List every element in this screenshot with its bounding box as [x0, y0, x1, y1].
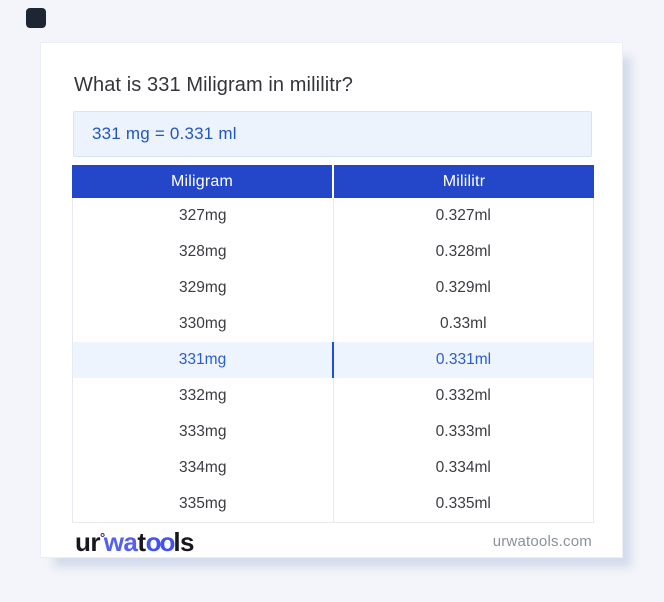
mg-cell: 328mg	[73, 234, 334, 270]
table-row: 333mg 0.333ml	[73, 414, 593, 450]
ml-cell: 0.329ml	[435, 279, 491, 296]
table-row: 334mg 0.334ml	[73, 450, 593, 486]
mg-cell: 335mg	[73, 486, 334, 522]
conversion-table: Miligram Mililitr 327mg 0.327ml 328mg 0.…	[72, 165, 594, 523]
table-body: 327mg 0.327ml 328mg 0.328ml 329mg 0.329m…	[72, 198, 594, 523]
ml-cell-highlighted: 0.331ml	[435, 351, 492, 368]
conversion-result-box: 331 mg = 0.331 ml	[73, 111, 592, 157]
table-row-highlighted: 331mg 0.331ml	[73, 342, 593, 378]
ml-cell: 0.332ml	[435, 387, 491, 404]
table-header-mililitr: Mililitr	[442, 172, 486, 190]
mg-cell: 329mg	[73, 270, 334, 306]
table-row: 327mg 0.327ml	[73, 198, 593, 234]
card-footer: ur°watools urwatools.com	[41, 523, 622, 560]
ml-cell: 0.33ml	[439, 315, 487, 332]
mg-cell: 334mg	[73, 450, 334, 486]
logo-degree-mark: °	[100, 529, 105, 545]
converter-card: What is 331 Miligram in mililitr? 331 mg…	[40, 42, 623, 558]
conversion-result-text: 331 mg = 0.331 ml	[92, 124, 237, 143]
mg-cell-highlighted: 331mg	[73, 342, 334, 378]
mg-cell: 330mg	[73, 306, 334, 342]
table-header-row: Miligram Mililitr	[72, 165, 594, 198]
table-row: 330mg 0.33ml	[73, 306, 593, 342]
app-badge-icon	[26, 8, 46, 28]
site-url-text: urwatools.com	[492, 533, 592, 550]
ml-cell: 0.328ml	[435, 243, 491, 260]
table-header-miligram: Miligram	[72, 165, 334, 198]
mg-cell: 333mg	[73, 414, 334, 450]
ml-cell: 0.327ml	[435, 207, 491, 224]
table-row: 335mg 0.335ml	[73, 486, 593, 522]
ml-cell: 0.335ml	[435, 495, 491, 512]
table-row: 328mg 0.328ml	[73, 234, 593, 270]
ml-cell: 0.334ml	[435, 459, 491, 476]
page-title: What is 331 Miligram in mililitr?	[74, 74, 353, 96]
ml-cell: 0.333ml	[435, 423, 491, 440]
mg-cell: 332mg	[73, 378, 334, 414]
mg-cell: 327mg	[73, 198, 334, 234]
table-row: 332mg 0.332ml	[73, 378, 593, 414]
table-row: 329mg 0.329ml	[73, 270, 593, 306]
urwatools-logo[interactable]: ur°watools	[75, 526, 195, 557]
